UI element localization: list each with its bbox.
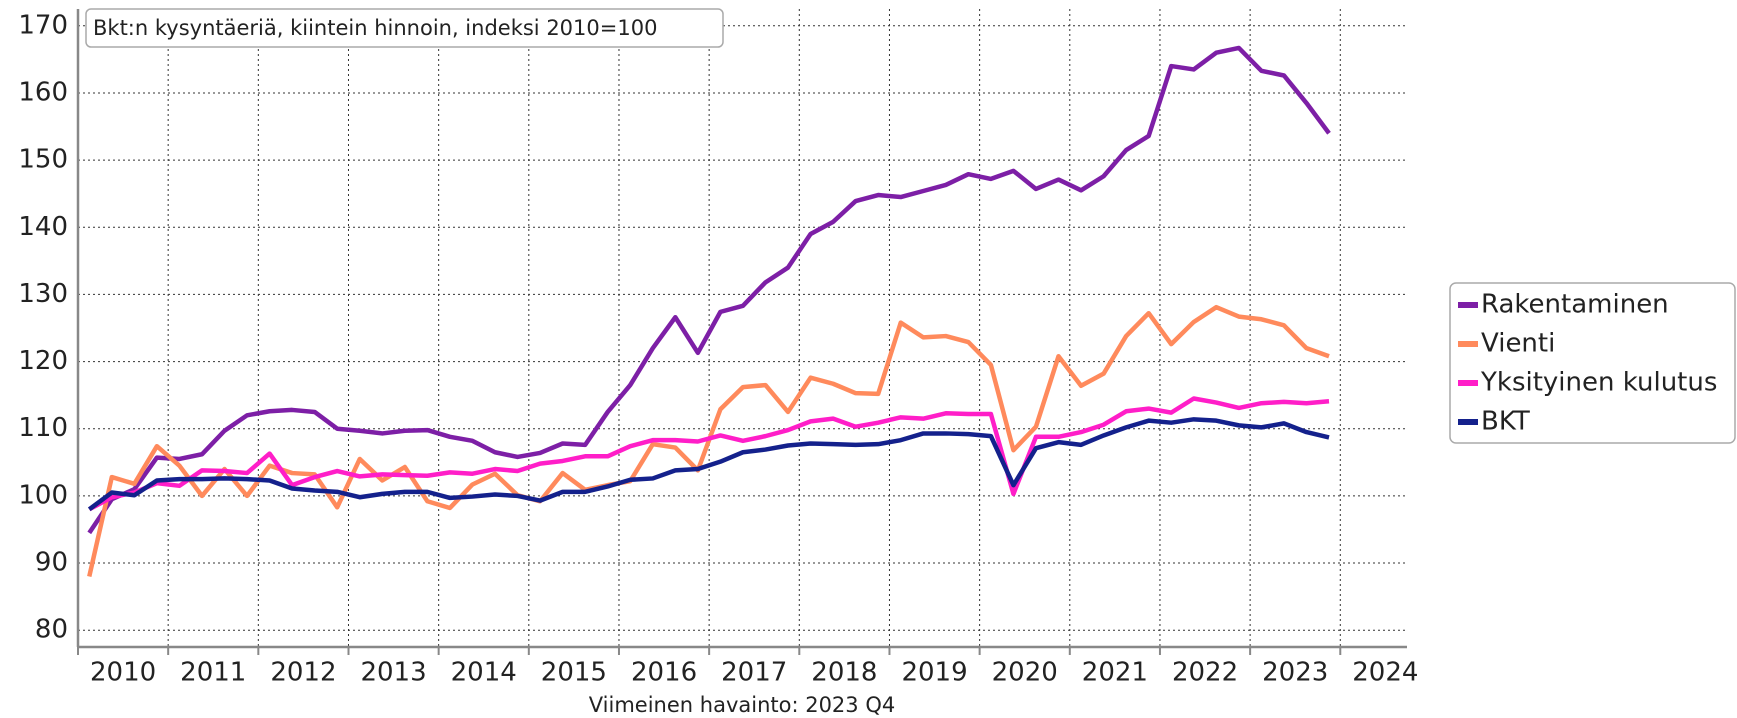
x-tick-label: 2014 <box>451 658 517 688</box>
legend-label: Yksityinen kulutus <box>1480 368 1717 398</box>
y-tick-label: 170 <box>18 10 68 40</box>
y-tick-label: 90 <box>35 548 68 578</box>
legend-label: Vienti <box>1481 329 1555 359</box>
series-line <box>88 396 1330 512</box>
lines <box>87 45 1331 577</box>
x-tick-label: 2012 <box>270 658 336 688</box>
y-tick-label: 100 <box>18 480 68 510</box>
x-tick-label: 2015 <box>541 658 607 688</box>
x-tick-label: 2023 <box>1262 658 1328 688</box>
x-tick-label: 2011 <box>180 658 246 688</box>
x-tick-label: 2024 <box>1352 658 1418 688</box>
x-tick-label: 2019 <box>901 658 967 688</box>
x-tick-label: 2022 <box>1172 658 1238 688</box>
x-tick-label: 2020 <box>992 658 1058 688</box>
series-line <box>87 417 1330 512</box>
axes: 80 90 100 110 120 130 140 150 160 170 2010 2011 2012… <box>18 9 1418 688</box>
x-tick-label: 2018 <box>811 658 877 688</box>
chart-title: Bkt:n kysyntäeriä, kiintein hinnoin, ind… <box>93 16 657 40</box>
y-tick-label: 160 <box>18 77 68 107</box>
legend: Rakentaminen Vienti Yksityinen kulutus BKT <box>1458 290 1717 437</box>
x-tick-label: 2016 <box>631 658 697 688</box>
series-line <box>87 45 1331 535</box>
x-tick-label: 2021 <box>1082 658 1148 688</box>
title-box <box>85 8 724 48</box>
legend-label: Rakentaminen <box>1481 290 1669 320</box>
x-tick-label: 2017 <box>721 658 787 688</box>
y-tick-label: 110 <box>18 413 68 443</box>
y-tick-label: 80 <box>35 615 68 645</box>
x-tick-label: 2010 <box>90 658 156 688</box>
series-line <box>87 304 1330 577</box>
y-tick-label: 140 <box>18 212 68 242</box>
legend-label: BKT <box>1481 407 1530 437</box>
x-tick-label: 2013 <box>360 658 426 688</box>
y-tick-label: 150 <box>18 145 68 175</box>
legend-box <box>1449 282 1736 444</box>
footnote: Viimeinen havainto: 2023 Q4 <box>589 693 895 717</box>
grid <box>77 9 1407 647</box>
y-tick-label: 130 <box>18 279 68 309</box>
y-tick-label: 120 <box>18 346 68 376</box>
